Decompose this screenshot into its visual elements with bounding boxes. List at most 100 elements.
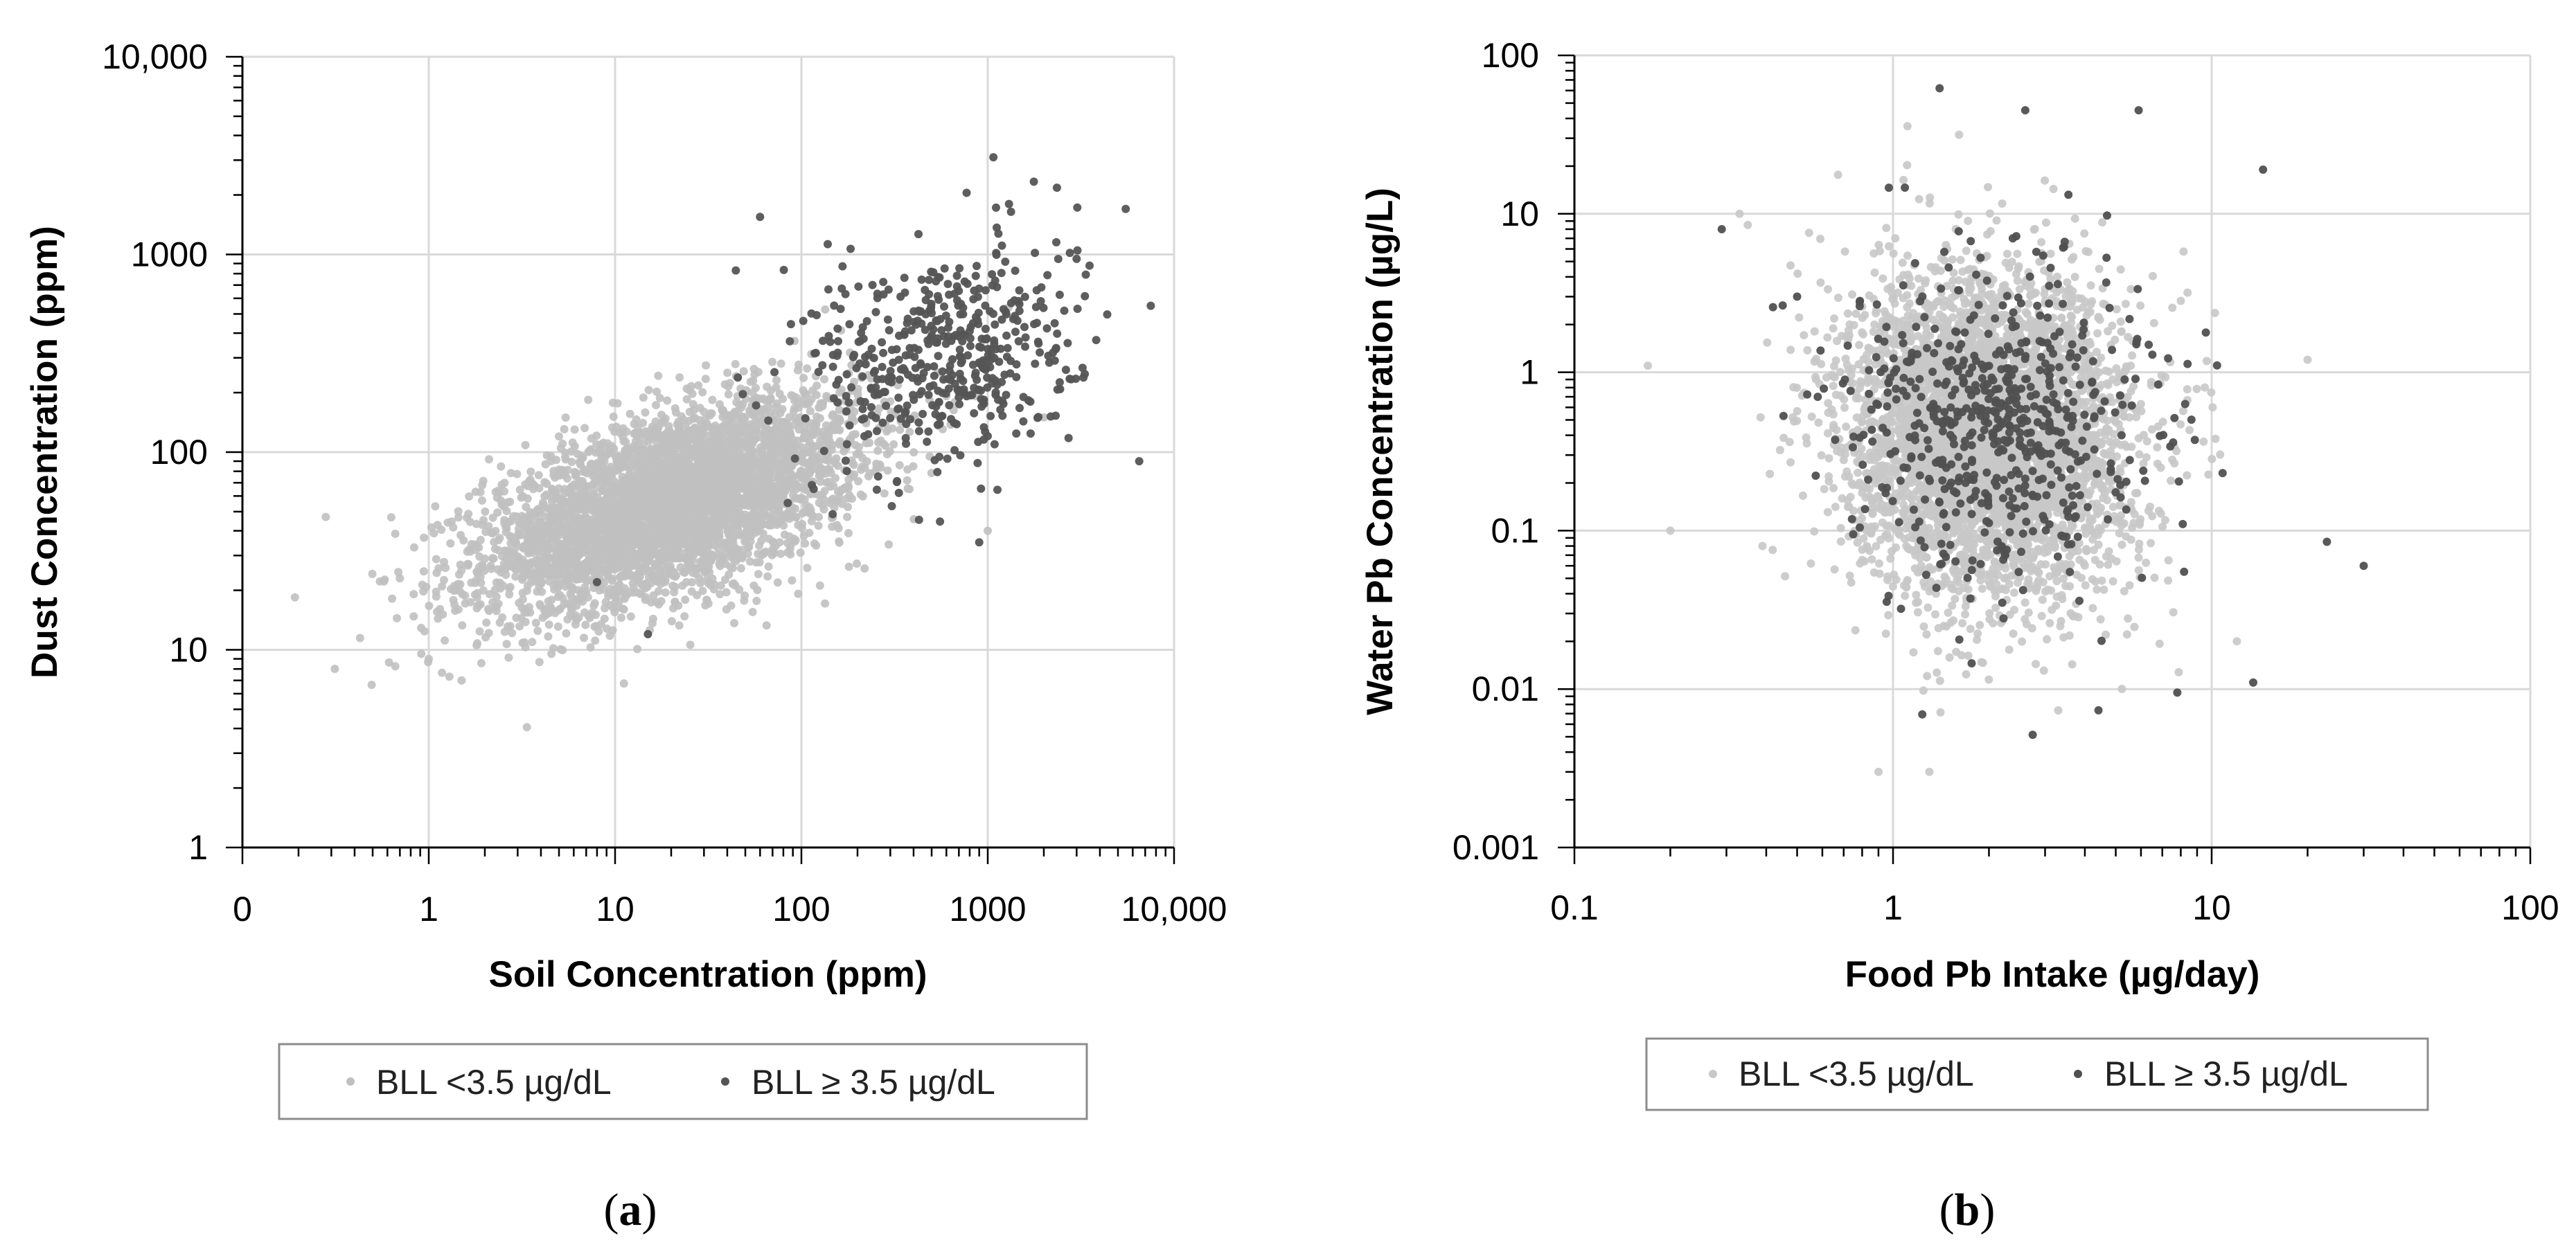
data-point — [955, 332, 964, 341]
data-point — [666, 493, 675, 502]
data-point — [537, 519, 546, 528]
data-point — [833, 324, 842, 333]
data-point — [836, 305, 845, 314]
data-point — [701, 375, 710, 384]
data-point — [984, 345, 993, 353]
data-point — [658, 560, 667, 569]
data-point — [434, 614, 443, 623]
data-point — [501, 571, 510, 580]
data-point — [1078, 364, 1087, 373]
data-point — [547, 516, 556, 525]
data-point — [558, 539, 567, 548]
data-point — [935, 413, 944, 422]
data-point — [762, 621, 771, 630]
data-point — [541, 611, 549, 620]
data-point — [972, 262, 981, 271]
data-point — [952, 271, 961, 280]
data-point — [959, 377, 968, 386]
data-point — [770, 368, 779, 377]
data-points-a — [290, 153, 1155, 732]
data-point — [741, 439, 750, 448]
data-point — [850, 350, 859, 359]
data-point — [626, 612, 635, 621]
data-point — [677, 428, 685, 437]
data-point — [938, 367, 947, 376]
data-point — [549, 644, 558, 653]
data-point — [896, 414, 905, 423]
data-point — [585, 546, 594, 555]
data-point — [1002, 391, 1011, 400]
data-point — [591, 636, 600, 645]
data-point — [732, 397, 741, 406]
data-point — [1006, 207, 1015, 216]
data-point — [994, 229, 1003, 238]
data-point — [614, 532, 623, 541]
data-point — [548, 553, 557, 562]
data-point — [977, 484, 986, 493]
data-point — [619, 679, 628, 688]
data-point — [603, 517, 612, 526]
data-point — [854, 337, 863, 346]
data-point — [828, 510, 837, 519]
data-point — [1006, 369, 1015, 378]
data-point — [793, 494, 802, 503]
data-point — [641, 467, 650, 476]
data-point — [481, 507, 490, 516]
data-point — [619, 437, 628, 446]
data-point — [544, 543, 553, 552]
data-point — [666, 525, 675, 534]
data-point — [840, 484, 849, 493]
data-point — [488, 554, 497, 563]
data-point — [738, 481, 747, 490]
data-point — [711, 535, 720, 544]
data-point — [1011, 312, 1020, 321]
data-point — [445, 672, 454, 681]
data-point — [1052, 237, 1060, 246]
data-point — [689, 568, 698, 577]
data-point — [500, 546, 509, 555]
data-point — [777, 447, 786, 456]
data-point — [909, 307, 918, 316]
data-point — [565, 580, 574, 589]
data-point — [419, 567, 428, 576]
data-point — [835, 537, 844, 546]
data-point — [522, 532, 531, 541]
data-point — [778, 418, 786, 427]
data-point — [594, 522, 603, 531]
data-point — [974, 438, 983, 447]
data-point — [518, 595, 527, 604]
data-point — [681, 595, 690, 604]
data-point — [860, 414, 869, 423]
data-point — [714, 553, 723, 562]
data-point — [871, 307, 880, 316]
data-point — [581, 620, 590, 629]
data-point — [950, 418, 959, 427]
data-point — [1042, 324, 1051, 333]
data-point — [873, 446, 882, 455]
data-point — [418, 580, 427, 589]
data-point — [1031, 359, 1040, 368]
data-point — [716, 581, 725, 590]
data-point — [894, 355, 903, 364]
data-point — [803, 364, 812, 373]
data-point — [995, 357, 1004, 366]
data-point — [1051, 411, 1060, 420]
data-point — [756, 413, 765, 422]
data-point — [661, 588, 670, 597]
data-point — [701, 550, 710, 559]
data-point — [519, 492, 527, 501]
data-point — [1081, 270, 1090, 279]
data-point — [478, 481, 487, 490]
data-point — [1002, 331, 1011, 340]
data-point — [654, 371, 663, 380]
data-point — [867, 411, 876, 420]
data-point — [673, 507, 682, 516]
data-point — [321, 512, 330, 521]
data-point — [873, 427, 881, 436]
data-point — [929, 381, 938, 390]
data-point — [893, 476, 902, 485]
data-point — [816, 477, 825, 486]
data-point — [700, 407, 709, 416]
data-point — [601, 598, 610, 607]
data-point — [584, 482, 592, 491]
